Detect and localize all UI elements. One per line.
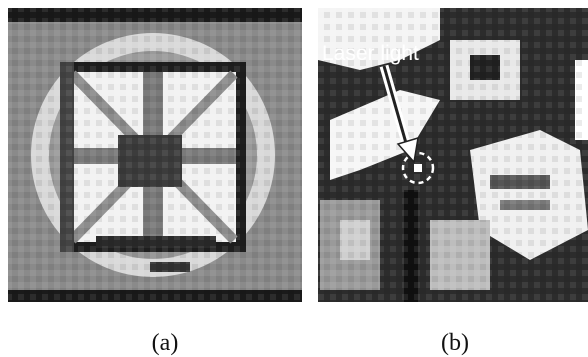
panel-label: (b): [441, 330, 469, 356]
figure: Laser light (a) (b): [0, 0, 588, 357]
figure-canvas: Laser light (a) (b): [0, 0, 588, 357]
panel-label: (a): [152, 330, 179, 356]
annotation: Laser light: [322, 42, 419, 65]
panel-a-image: [8, 8, 302, 302]
